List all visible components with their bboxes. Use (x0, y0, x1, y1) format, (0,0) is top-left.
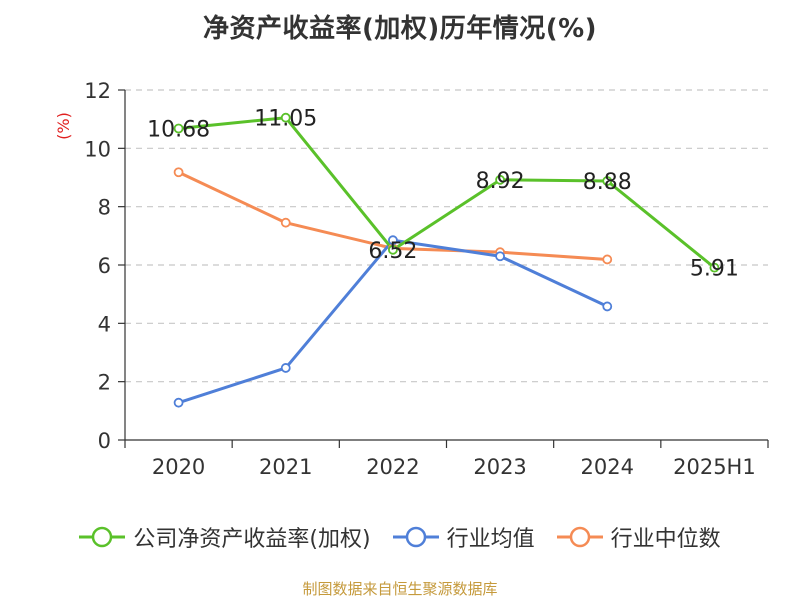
data-point (280, 363, 291, 373)
x-tick-label: 2023 (473, 455, 526, 479)
x-tick-label: 2025H1 (673, 455, 756, 479)
data-point (173, 167, 184, 178)
legend-marker-icon (556, 526, 603, 548)
data-point (388, 244, 398, 255)
data-point (173, 397, 184, 408)
y-axis-label: (%) (54, 112, 73, 140)
data-point (388, 235, 398, 246)
data-point (173, 123, 184, 134)
data-point (709, 262, 720, 273)
data-label: 8.92 (476, 169, 525, 194)
data-label: 10.68 (147, 118, 210, 143)
data-label: 6.52 (368, 239, 417, 264)
data-label: 8.88 (583, 170, 632, 195)
x-tick-label: 2022 (366, 455, 419, 479)
data-point (495, 251, 505, 262)
data-point (602, 254, 613, 265)
legend-item-industry-mean[interactable]: 行业均值 (392, 521, 535, 553)
x-tick-label: 2024 (581, 455, 634, 479)
x-tick-label: 2021 (259, 455, 312, 479)
legend-marker-icon (392, 526, 439, 548)
series-line (178, 116, 716, 269)
data-label: 11.05 (254, 107, 317, 132)
data-point (602, 176, 613, 186)
data-point (495, 174, 505, 185)
data-point (280, 217, 291, 228)
y-tick-label: 2 (98, 371, 111, 395)
y-tick-label: 4 (98, 312, 111, 336)
data-point (280, 112, 291, 123)
data-label: 5.91 (690, 257, 739, 282)
legend: 公司净资产收益率(加权) 行业均值 行业中位数 (0, 519, 800, 555)
y-tick-label: 6 (98, 254, 111, 278)
source-note: 制图数据来自恒生聚源数据库 (302, 580, 498, 598)
y-tick-label: 12 (84, 79, 111, 103)
chart-title: 净资产收益率(加权)历年情况(%) (202, 14, 598, 44)
legend-label: 行业中位数 (610, 527, 721, 552)
x-tick-label: 2020 (152, 455, 205, 479)
y-tick-label: 8 (98, 196, 111, 220)
legend-label: 公司净资产收益率(加权) (133, 527, 371, 552)
legend-item-company[interactable]: 公司净资产收益率(加权) (79, 521, 371, 553)
legend-item-industry-median[interactable]: 行业中位数 (556, 521, 721, 553)
y-tick-label: 0 (98, 429, 111, 453)
legend-label: 行业均值 (446, 527, 535, 552)
y-tick-label: 10 (84, 137, 111, 161)
data-point (602, 301, 613, 312)
legend-marker-icon (79, 526, 126, 548)
